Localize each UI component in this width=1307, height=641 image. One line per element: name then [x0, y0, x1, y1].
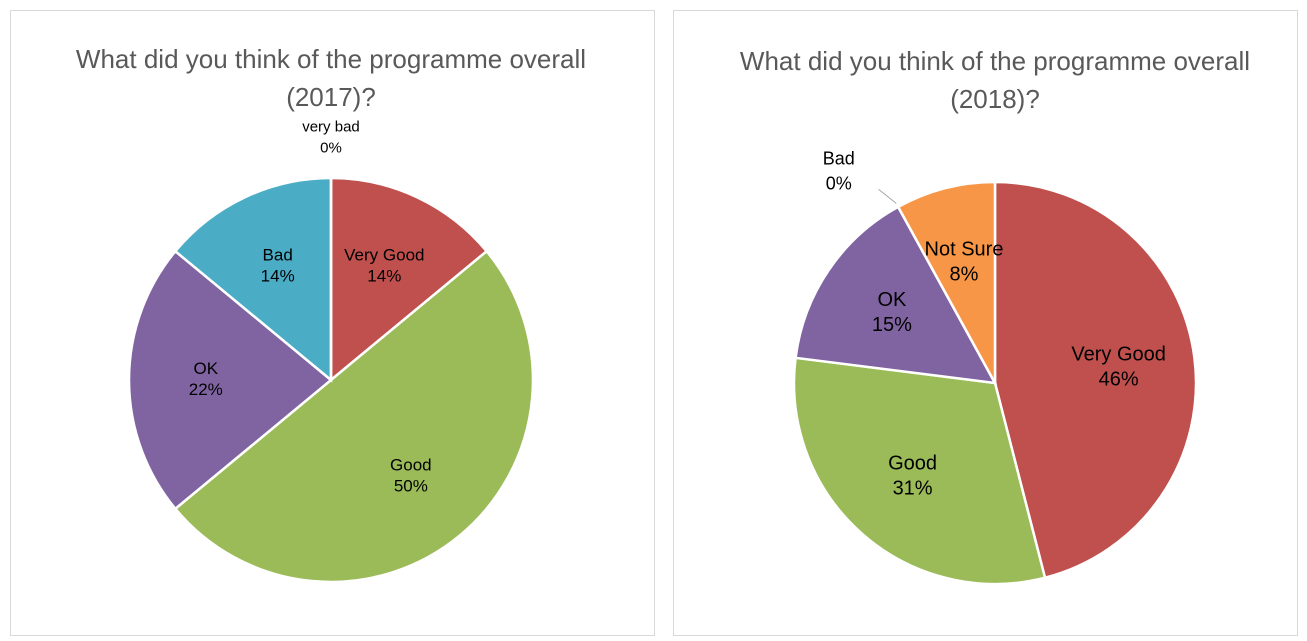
- pie-slice: [896, 180, 997, 384]
- label-value: 0%: [320, 140, 342, 157]
- chart-title: What did you think of the programme over…: [75, 44, 587, 112]
- data-label: Not Sure 8%: [925, 239, 1004, 286]
- chart-border: [673, 10, 1298, 636]
- label-value: 22%: [189, 381, 223, 400]
- data-label: OK 15%: [872, 289, 912, 336]
- label-value: 46%: [1099, 369, 1139, 391]
- label-value: 15%: [872, 314, 912, 336]
- label-value: 0%: [826, 173, 852, 193]
- data-label: OK 22%: [189, 359, 223, 399]
- label-value: 14%: [261, 267, 295, 286]
- chart-border: [10, 10, 655, 636]
- pie-slice: [993, 180, 1198, 580]
- label-name: OK: [877, 289, 907, 311]
- data-label: Very Good 14%: [344, 246, 424, 286]
- label-name: Good: [888, 453, 937, 475]
- label-value: 8%: [950, 264, 979, 286]
- label-value: 50%: [394, 477, 428, 496]
- pie-slice: [173, 176, 333, 383]
- pie-slice: [127, 249, 333, 511]
- label-name: Bad: [823, 148, 855, 168]
- label-value: 14%: [367, 267, 401, 286]
- data-label: Bad 14%: [261, 246, 295, 286]
- label-name: very bad: [302, 118, 360, 135]
- label-name: Good: [390, 456, 432, 475]
- pie-slice: [792, 356, 1047, 586]
- data-label: very bad 0%: [302, 118, 360, 156]
- data-label: Good 31%: [888, 453, 937, 500]
- label-name: Very Good: [344, 246, 424, 265]
- data-label: Bad 0%: [823, 148, 855, 193]
- pie-slice: [794, 205, 998, 385]
- label-name: Very Good: [1071, 344, 1166, 366]
- label-name: Bad: [263, 246, 293, 265]
- label-value: 31%: [893, 478, 933, 500]
- leader-line: [878, 188, 897, 204]
- label-name: OK: [193, 359, 218, 378]
- pie-slice: [173, 249, 535, 584]
- data-label: Good 50%: [390, 456, 432, 496]
- pie-slice: [329, 176, 489, 383]
- data-label: Very Good 46%: [1071, 344, 1166, 391]
- label-name: Not Sure: [925, 239, 1004, 261]
- chart-title: What did you think of the programme over…: [739, 46, 1251, 114]
